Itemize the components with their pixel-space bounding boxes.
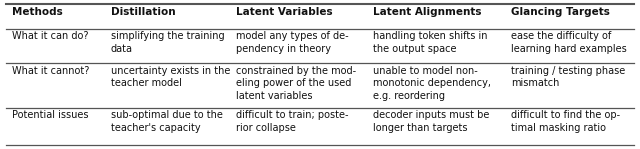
Text: What it can do?: What it can do? [12,31,88,41]
Text: Methods: Methods [12,7,62,17]
Text: decoder inputs must be
longer than targets: decoder inputs must be longer than targe… [373,110,490,133]
Text: Glancing Targets: Glancing Targets [511,7,609,17]
Text: Latent Variables: Latent Variables [236,7,332,17]
Text: difficult to find the op-
timal masking ratio: difficult to find the op- timal masking … [511,110,620,133]
Text: unable to model non-
monotonic dependency,
e.g. reordering: unable to model non- monotonic dependenc… [373,66,491,101]
Text: What it cannot?: What it cannot? [12,66,89,76]
Text: Distillation: Distillation [111,7,175,17]
Text: Latent Alignments: Latent Alignments [373,7,482,17]
Text: training / testing phase
mismatch: training / testing phase mismatch [511,66,625,88]
Text: model any types of de-
pendency in theory: model any types of de- pendency in theor… [236,31,348,54]
Text: difficult to train; poste-
rior collapse: difficult to train; poste- rior collapse [236,110,348,133]
Text: uncertainty exists in the
teacher model: uncertainty exists in the teacher model [111,66,230,88]
Text: handling token shifts in
the output space: handling token shifts in the output spac… [373,31,488,54]
Text: constrained by the mod-
eling power of the used
latent variables: constrained by the mod- eling power of t… [236,66,356,101]
Text: ease the difficulty of
learning hard examples: ease the difficulty of learning hard exa… [511,31,627,54]
Text: simplifying the training
data: simplifying the training data [111,31,225,54]
Text: sub-optimal due to the
teacher's capacity: sub-optimal due to the teacher's capacit… [111,110,223,133]
Text: Potential issues: Potential issues [12,110,88,120]
